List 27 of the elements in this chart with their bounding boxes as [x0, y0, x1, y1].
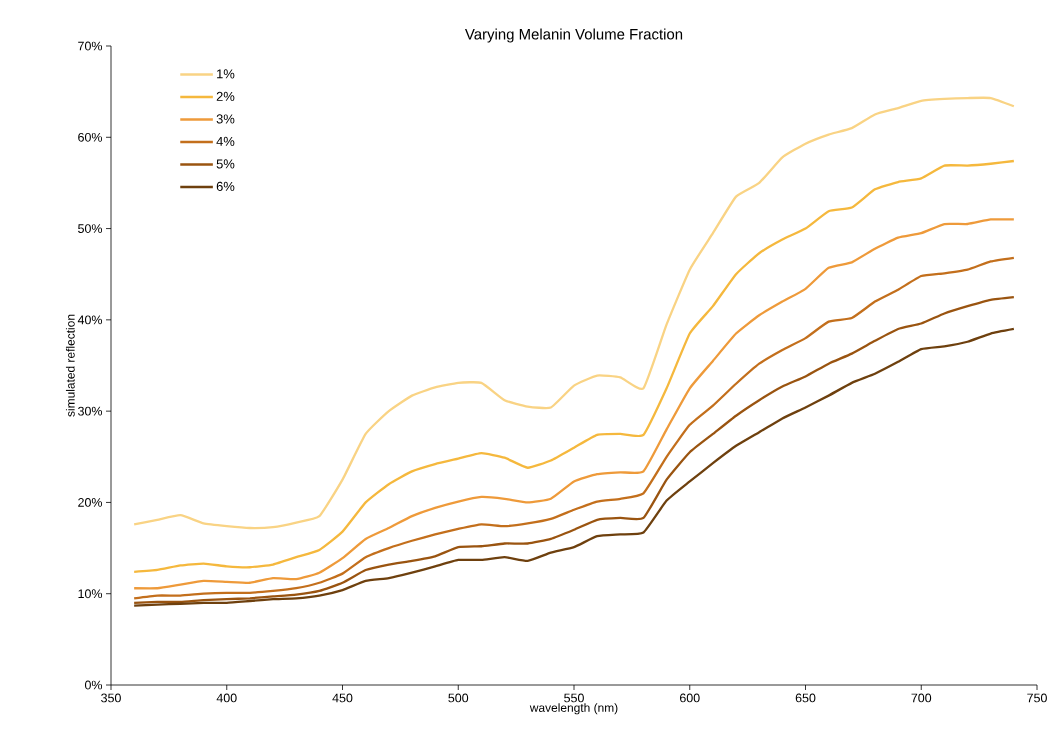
y-tick-label: 0% [84, 680, 103, 690]
legend-label: 6% [216, 181, 235, 191]
x-tick-label: 700 [911, 693, 932, 703]
x-tick-label: 550 [564, 693, 584, 703]
legend-label: 1% [217, 69, 235, 79]
x-axis-title: wavelength (nm) [529, 703, 618, 715]
y-tick-label: 50% [78, 224, 103, 233]
y-tick-label: 60% [78, 132, 103, 142]
legend-label: 5% [216, 159, 235, 169]
legend-label: 4% [216, 136, 235, 146]
y-tick-label: 20% [78, 498, 103, 507]
y-tick-label: 70% [78, 41, 103, 51]
x-tick-label: 450 [332, 693, 353, 703]
y-axis-title: simulated reflection [65, 314, 75, 417]
legend-label: 3% [216, 114, 235, 124]
legend-label: 2% [216, 91, 235, 101]
y-tick-label: 30% [78, 406, 103, 416]
line-series [133, 159, 1016, 573]
x-tick-label: 350 [101, 693, 121, 703]
x-tick-label: 400 [216, 693, 237, 703]
y-tick-label: 10% [78, 589, 103, 599]
x-tick-label: 600 [679, 693, 700, 703]
x-tick-label: 650 [795, 693, 816, 703]
x-tick-label: 500 [448, 693, 469, 703]
x-tick-label: 750 [1027, 693, 1047, 703]
chart-title: Varying Melanin Volume Fraction [464, 28, 683, 43]
y-tick-label: 40% [77, 315, 103, 325]
